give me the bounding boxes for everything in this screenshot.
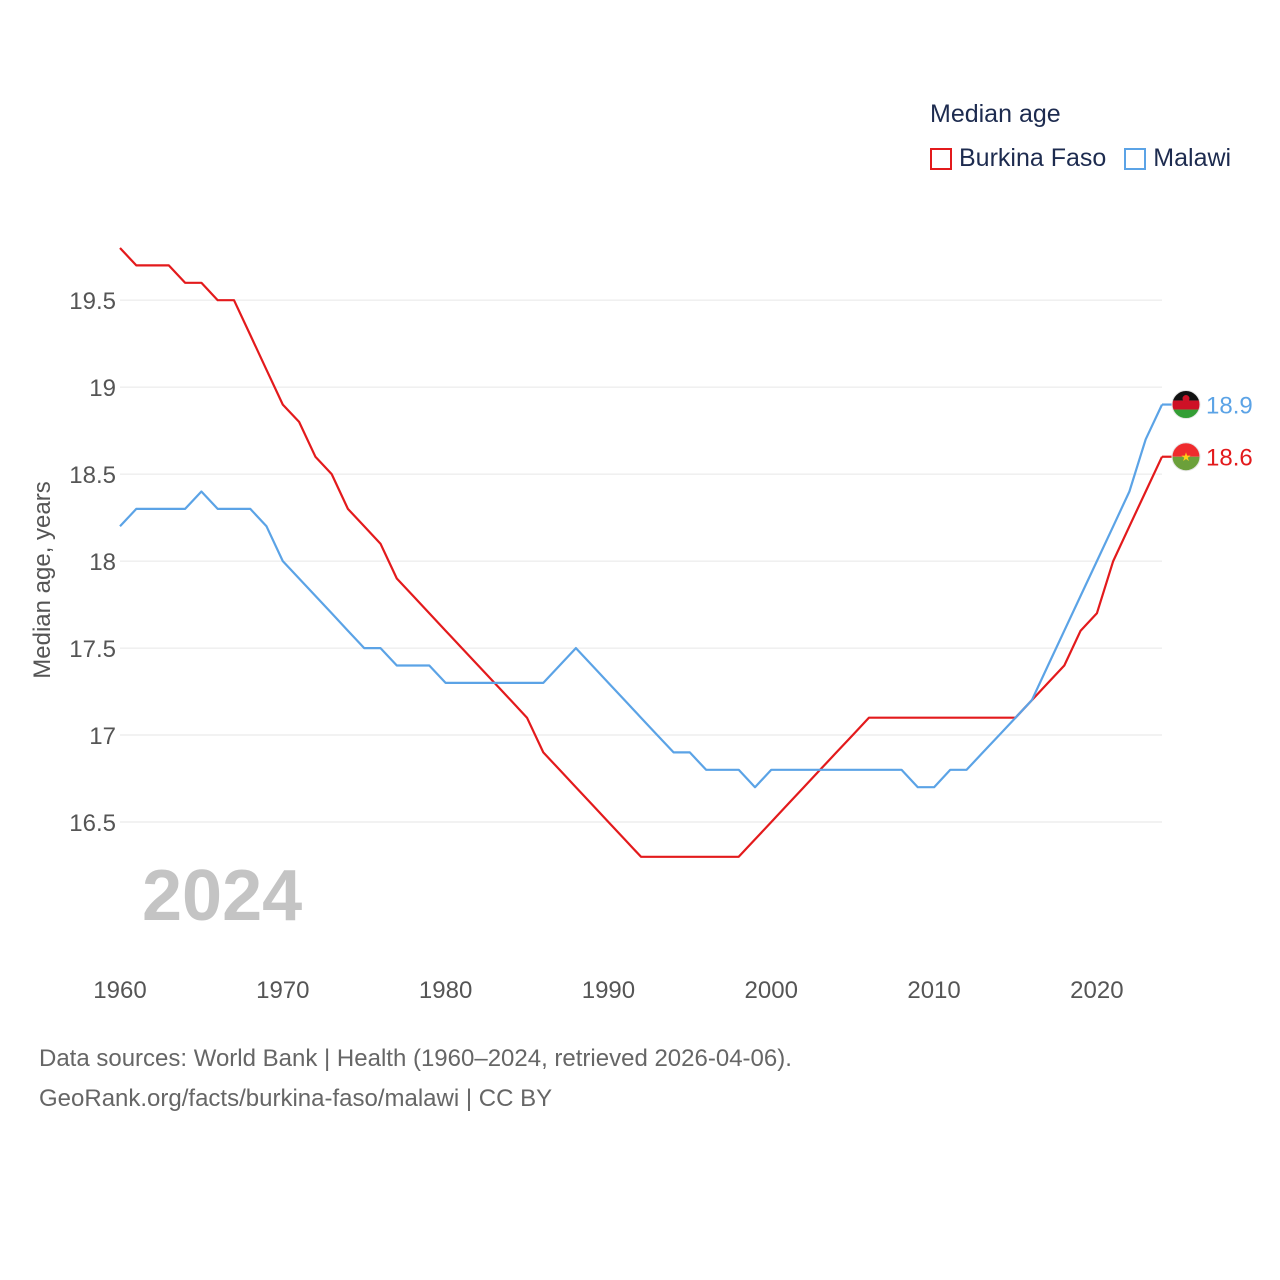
- legend-swatch-burkina-faso: [930, 147, 952, 170]
- legend-swatch-malawi: [1124, 147, 1147, 170]
- legend-label-burkina-faso: Burkina Faso: [959, 144, 1107, 172]
- series-line-malawi: [119, 404, 1163, 789]
- grid-lines: [120, 299, 1162, 823]
- y-tick-label: 18: [89, 549, 116, 576]
- y-axis-label: Median age, years: [29, 481, 56, 678]
- x-tick-label: 1990: [582, 977, 635, 1004]
- x-axis-ticks: 1960 1970 1980 1990 2000 2010 2020: [93, 977, 1123, 1004]
- x-tick-label: 1960: [93, 977, 146, 1004]
- legend-item-burkina-faso[interactable]: Burkina Faso: [930, 144, 1106, 173]
- burkina-faso-flag-icon: ★: [1171, 442, 1201, 472]
- x-tick-label: 1970: [256, 977, 309, 1004]
- x-tick-label: 1980: [419, 977, 472, 1004]
- legend-title: Median age: [930, 100, 1061, 128]
- x-tick-label: 2020: [1070, 977, 1123, 1004]
- end-label-malawi: 18.9: [1206, 393, 1253, 420]
- footer-sources: Data sources: World Bank | Health (1960–…: [39, 1045, 792, 1072]
- x-tick-label: 2010: [907, 977, 960, 1004]
- legend-item-malawi[interactable]: Malawi: [1124, 144, 1231, 173]
- y-tick-label: 19: [89, 375, 116, 402]
- end-label-burkina-faso: 18.6: [1206, 445, 1253, 472]
- y-tick-label: 16.5: [69, 810, 116, 837]
- footer-attribution[interactable]: GeoRank.org/facts/burkina-faso/malawi | …: [39, 1085, 553, 1112]
- svg-text:★: ★: [1181, 450, 1192, 464]
- legend: Burkina Faso Malawi: [930, 144, 1249, 173]
- year-watermark: 2024: [142, 856, 302, 936]
- y-tick-label: 17: [89, 723, 116, 750]
- series-lines: [119, 247, 1163, 858]
- x-tick-label: 2000: [745, 977, 798, 1004]
- malawi-flag-icon: [1171, 390, 1201, 420]
- y-axis-ticks: 16.5 17 17.5 18 18.5 19 19.5: [69, 288, 116, 837]
- y-tick-label: 17.5: [69, 636, 116, 663]
- y-tick-label: 19.5: [69, 288, 116, 315]
- legend-label-malawi: Malawi: [1153, 144, 1232, 172]
- series-line-burkina-faso: [119, 247, 1163, 858]
- series-end-markers: ★ 18.6 18.9: [1162, 390, 1253, 472]
- y-tick-label: 18.5: [69, 462, 116, 489]
